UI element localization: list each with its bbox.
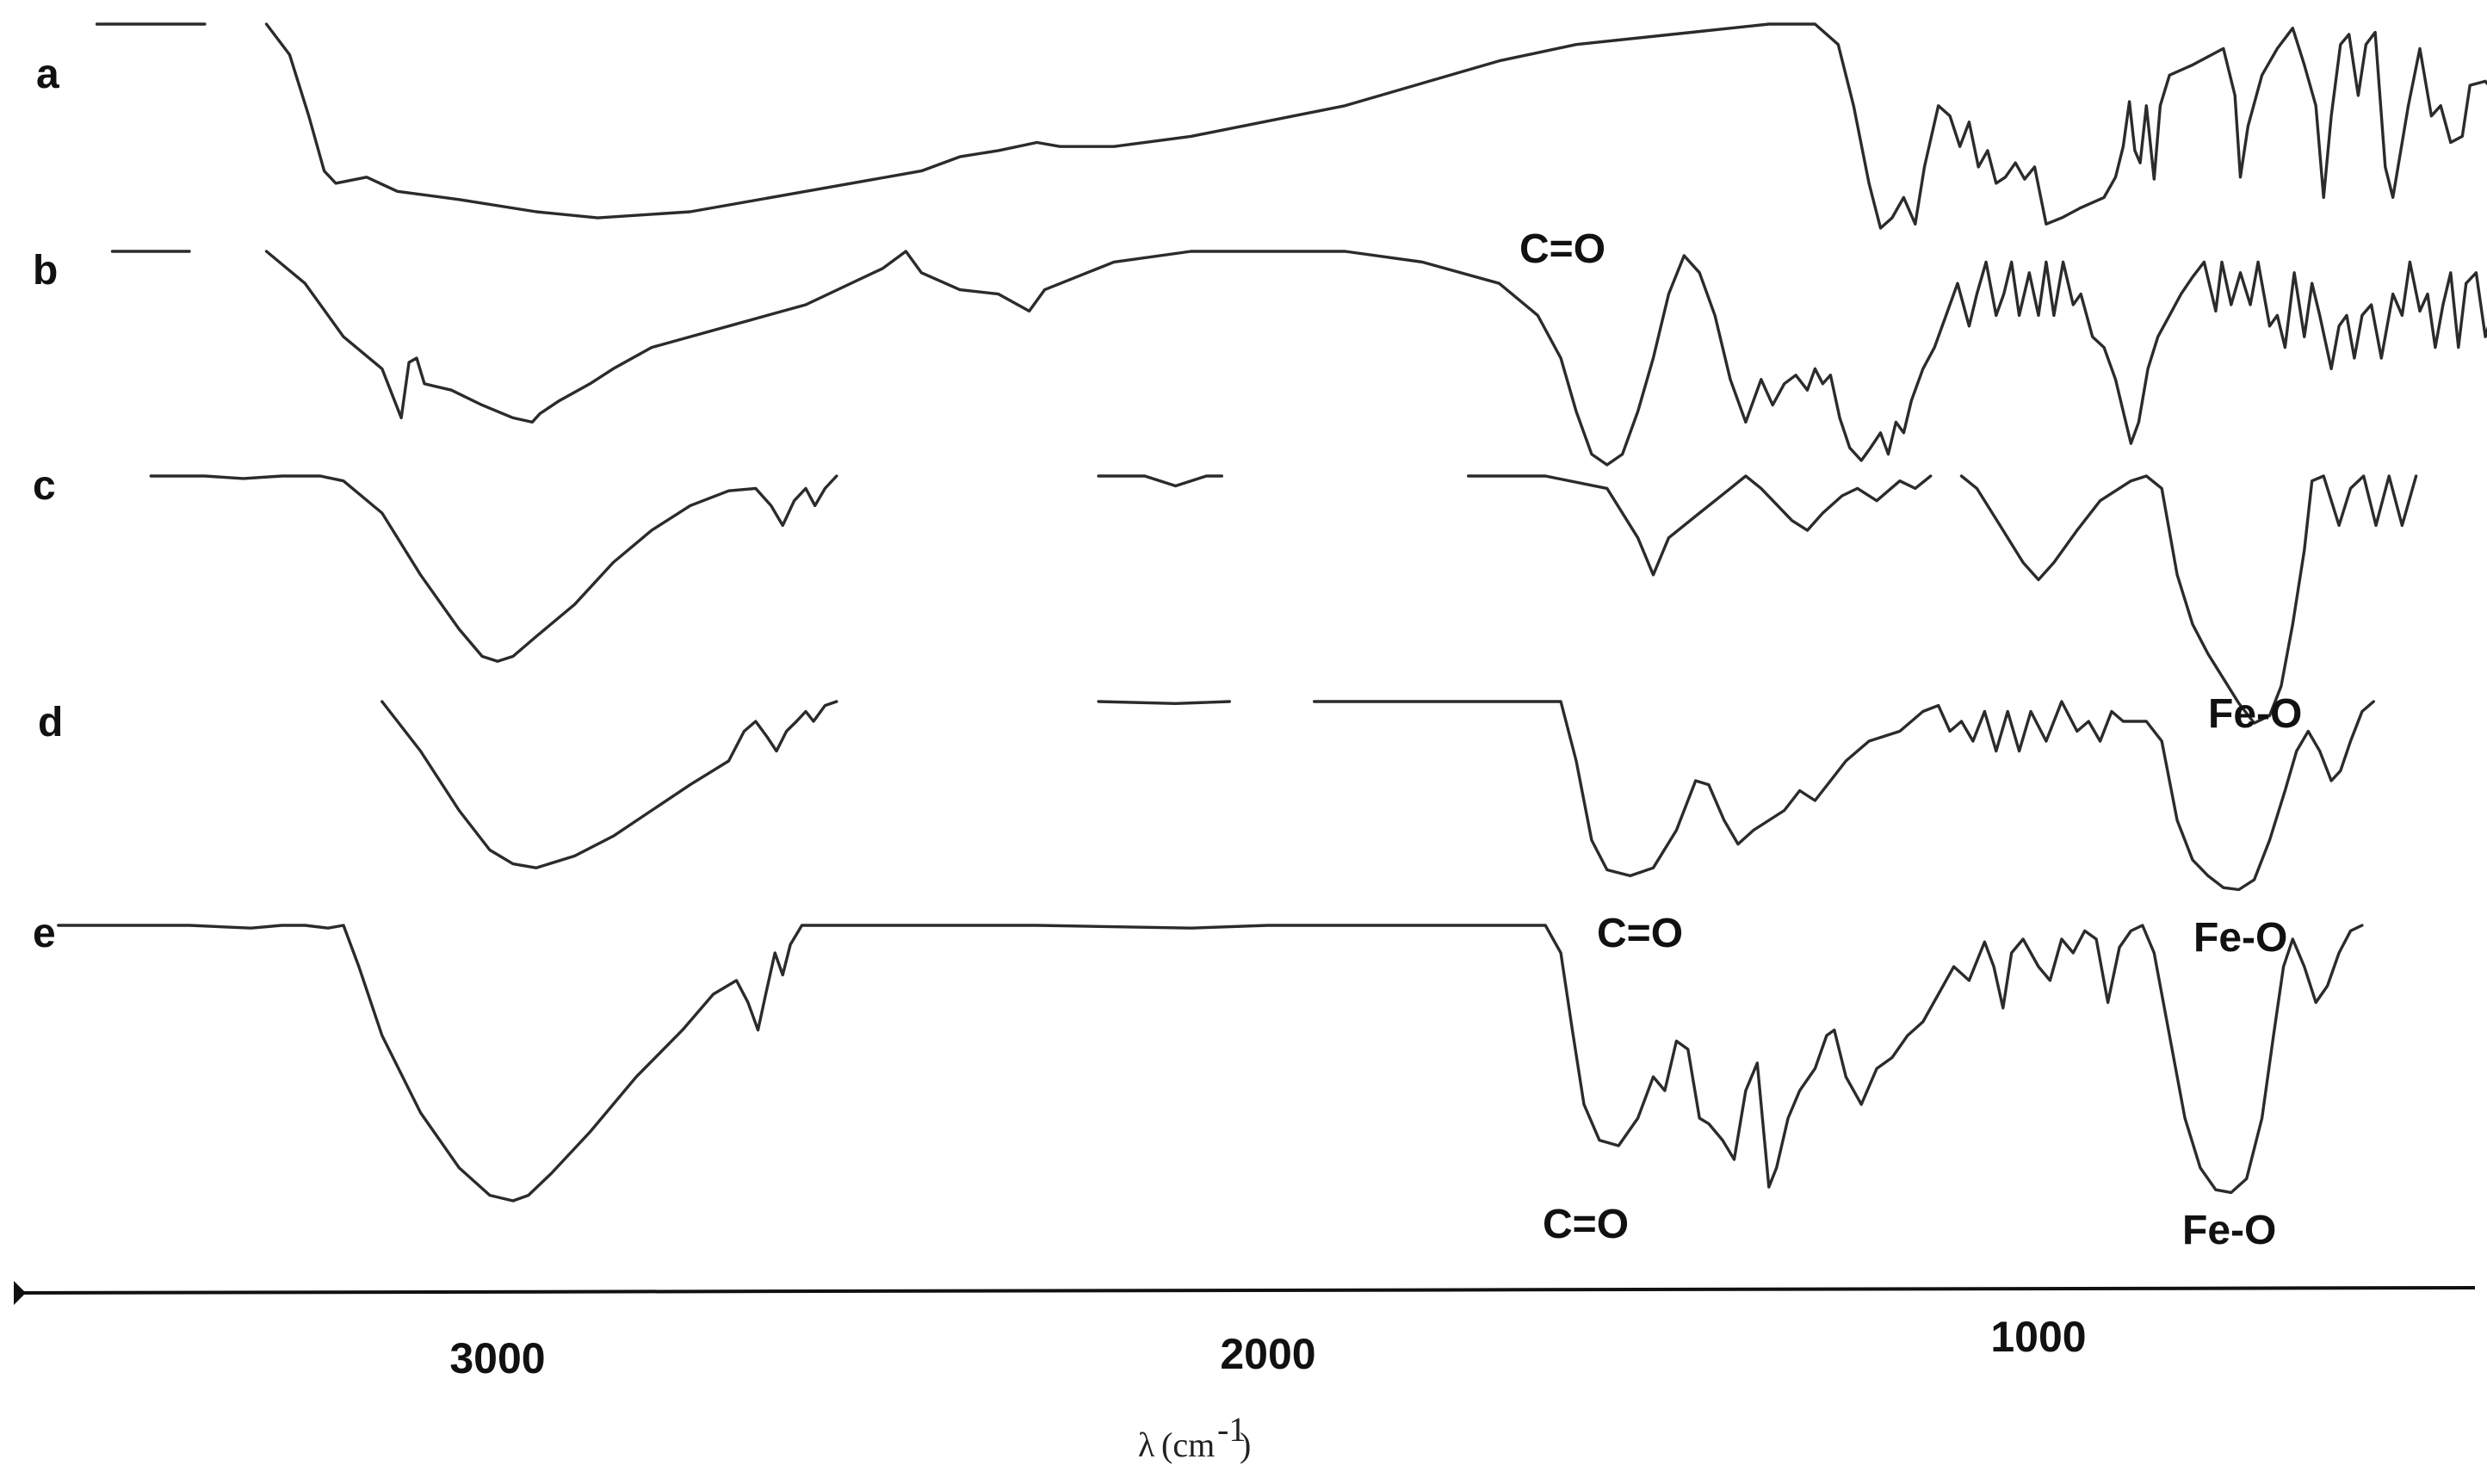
spectrum-line-d-segment-3 <box>1313 700 2375 892</box>
x-axis-title-close: ) <box>1240 1425 1251 1464</box>
annotation-c-iron-oxide: Fe-O <box>2208 691 2302 737</box>
spectrum-line-e-segment-1 <box>57 924 2364 1203</box>
row-label-c: c <box>33 463 56 509</box>
x-axis-title-symbol: λ <box>1138 1425 1155 1464</box>
spectra-traces <box>57 22 2487 1203</box>
annotation-a-carbonyl: C=O <box>1519 226 1605 272</box>
row-label-d: d <box>38 700 63 745</box>
x-axis-title-units: (cm <box>1161 1425 1215 1464</box>
spectrum-line-c-segment-4 <box>1959 474 2418 725</box>
annotation-e-iron-oxide: Fe-O <box>2182 1208 2276 1253</box>
x-axis-title: λ (cm -1 ) <box>1138 1410 1251 1464</box>
row-label-b: b <box>33 248 58 294</box>
annotation-d-iron-oxide: Fe-O <box>2193 915 2287 961</box>
x-tick-label-2000: 2000 <box>1220 1330 1315 1378</box>
spectrum-line-c-segment-1 <box>149 474 838 663</box>
row-label-a: a <box>36 52 59 97</box>
spectrum-line-a-segment-2 <box>264 22 2487 230</box>
x-axis-end-cap <box>14 1281 26 1305</box>
spectrum-line-d-segment-1 <box>380 700 838 869</box>
annotation-e-carbonyl: C=O <box>1543 1202 1629 1247</box>
x-tick-label-3000: 3000 <box>449 1334 545 1382</box>
spectrum-line-c-segment-3 <box>1467 474 1933 577</box>
x-tick-label-1000: 1000 <box>1990 1313 2086 1361</box>
spectrum-line-b-segment-2 <box>264 250 2487 467</box>
spectrum-line-c-segment-2 <box>1097 474 1223 488</box>
x-axis-title-exponent: -1 <box>1217 1410 1246 1449</box>
row-label-e: e <box>33 911 56 956</box>
annotation-d-carbonyl: C=O <box>1597 911 1683 956</box>
x-axis-line <box>15 1286 2476 1295</box>
spectrum-line-d-segment-2 <box>1097 700 1231 705</box>
